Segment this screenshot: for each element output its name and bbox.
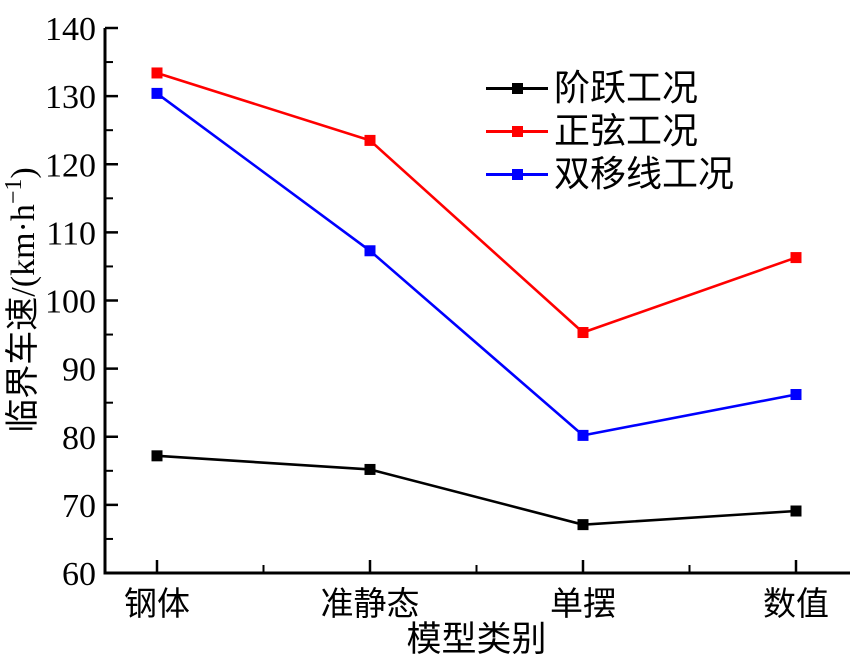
legend-label: 双移线工况 (554, 154, 735, 194)
legend-item: 正弦工况 (486, 111, 734, 151)
legend-label: 正弦工况 (554, 111, 699, 151)
y-tick-label: 130 (45, 79, 96, 116)
legend: 阶跃工况 正弦工况 双移线工况 (486, 68, 734, 194)
data-point-marker (364, 134, 376, 146)
y-tick-label: 120 (45, 147, 96, 184)
y-tick-label: 60 (62, 556, 96, 593)
legend-item: 阶跃工况 (486, 68, 734, 108)
y-axis-title: 临界车速/(km·h−1) (1, 167, 42, 432)
data-point-marker (364, 463, 376, 475)
legend-line-marker-icon (486, 154, 548, 194)
legend-label: 阶跃工况 (554, 68, 699, 108)
data-point-marker (577, 429, 589, 441)
data-point-marker (790, 389, 802, 401)
data-point-marker (577, 327, 589, 339)
data-point-marker (364, 245, 376, 257)
legend-item: 双移线工况 (486, 154, 734, 194)
data-point-marker (577, 519, 589, 531)
y-tick-label: 100 (45, 284, 96, 321)
data-point-marker (151, 67, 163, 79)
y-tick-label: 110 (46, 215, 96, 252)
series-line-阶跃工况 (156, 454, 797, 526)
y-tick-label: 90 (62, 352, 96, 389)
axes-frame (103, 28, 850, 575)
x-tick-label: 数值 (763, 586, 829, 623)
x-tick-label: 钢体 (124, 586, 190, 623)
series-line-双移线工况 (156, 92, 797, 437)
y-tick-label: 70 (62, 488, 96, 525)
x-tick-label: 准静态 (321, 586, 420, 623)
data-point-marker (151, 87, 163, 99)
x-tick-label: 单摆 (550, 586, 616, 623)
data-point-marker (790, 252, 802, 264)
legend-line-marker-icon (486, 111, 548, 151)
data-point-marker (790, 505, 802, 517)
data-point-marker (151, 450, 163, 462)
x-axis-title: 模型类别 (406, 620, 546, 659)
series-line-正弦工况 (156, 71, 797, 335)
legend-line-marker-icon (486, 68, 548, 108)
y-tick-label: 140 (45, 11, 96, 48)
y-tick-label: 80 (62, 420, 96, 457)
